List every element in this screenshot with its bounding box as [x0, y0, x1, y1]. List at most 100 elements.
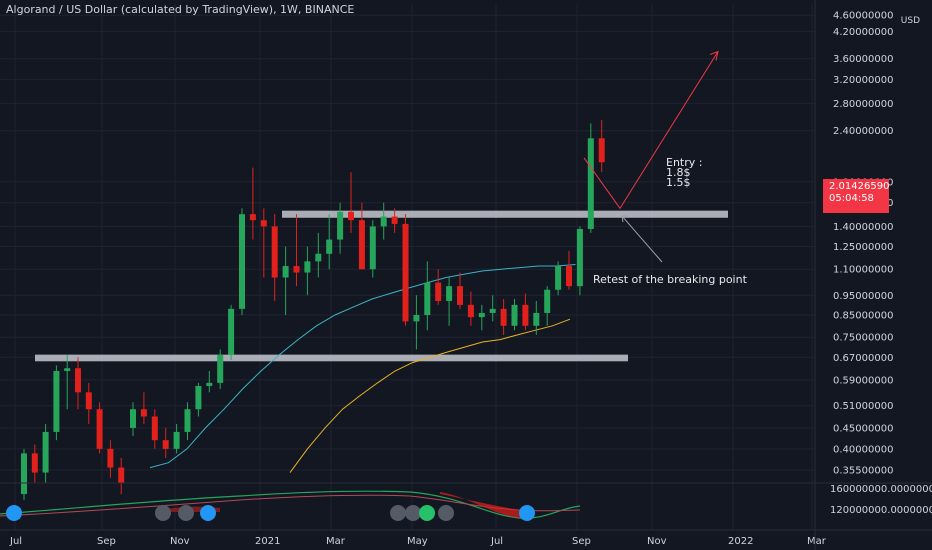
oscillator-signal-dot — [419, 505, 435, 521]
candle-body — [457, 286, 463, 305]
price-tick-label: 4.60000000 — [833, 11, 893, 22]
time-tick-label: May — [407, 536, 428, 547]
bull-candle — [533, 300, 540, 335]
time-tick-label: Mar — [807, 536, 827, 547]
candle-body — [424, 282, 431, 316]
bull-candle — [511, 299, 518, 331]
price-projection-arrow[interactable] — [583, 50, 719, 263]
price-tick-label: 0.95000000 — [833, 291, 893, 302]
candle-body — [64, 368, 71, 372]
bull-candle — [380, 202, 387, 240]
candle-body — [239, 214, 245, 309]
candle-body — [96, 409, 103, 449]
candle-body — [555, 266, 562, 290]
time-tick-label: 2021 — [255, 536, 280, 547]
bull-candle — [21, 448, 27, 500]
projection-arrowhead — [709, 50, 719, 61]
oscillator-fill — [440, 492, 520, 518]
candle-body — [118, 467, 125, 483]
oscillator-signal-dot — [390, 505, 406, 521]
bull-candle — [184, 402, 191, 441]
bull-candle — [446, 277, 453, 326]
time-tick-label: Mar — [326, 536, 346, 547]
bull-candle — [304, 246, 311, 296]
bear-candle — [358, 202, 365, 270]
candle-body — [358, 220, 365, 270]
bull-candle — [489, 295, 496, 322]
bear-candle — [391, 208, 398, 233]
bull-candle — [424, 261, 431, 331]
oscillator-tick-label: 160000000.00000000 — [830, 484, 932, 495]
candle-body — [587, 138, 594, 229]
bear-candle — [522, 293, 529, 331]
candle-body — [413, 315, 420, 322]
time-tick-label: 2022 — [728, 536, 753, 547]
bear-candle — [31, 444, 38, 483]
candle-body — [566, 266, 572, 287]
oscillator-signal-dot — [405, 505, 421, 521]
bear-candle — [260, 208, 267, 278]
candle-body — [522, 304, 529, 326]
bear-candle — [271, 214, 278, 301]
price-tick-label: 0.40000000 — [833, 444, 893, 455]
bull-candle — [576, 226, 583, 296]
oscillator-signal-dot — [178, 505, 194, 521]
moving-averages — [149, 264, 576, 473]
price-tick-label: 0.45000000 — [833, 423, 893, 434]
candle-body — [598, 138, 605, 163]
currency-label: USD — [900, 16, 920, 26]
price-tick-label: 1.25000000 — [833, 242, 893, 253]
candle-body — [228, 308, 235, 355]
bear-candle — [162, 427, 169, 458]
candle-body — [21, 453, 27, 495]
time-tick-label: Sep — [572, 536, 591, 547]
bear-candle — [467, 291, 474, 326]
bull-candle — [64, 354, 71, 410]
bear-candle — [249, 167, 256, 240]
bull-candle — [53, 365, 60, 441]
candle-body — [249, 214, 256, 221]
price-tick-label: 3.60000000 — [833, 54, 893, 65]
candle-body — [380, 216, 387, 227]
candle-body — [544, 289, 551, 313]
candle-body — [478, 312, 485, 318]
price-tick-label: 0.51000000 — [833, 401, 893, 412]
candle-body — [500, 308, 507, 326]
candle-body — [293, 266, 300, 273]
bull-candle — [173, 424, 180, 454]
candle-body — [326, 239, 333, 254]
entry-level-2: 1.5$ — [666, 176, 691, 189]
candle-body — [31, 453, 38, 473]
candle-body — [489, 308, 496, 313]
bear-candle — [598, 119, 605, 173]
bull-candle — [239, 208, 245, 316]
bear-candle — [566, 250, 572, 290]
candlestick-series — [21, 119, 605, 500]
price-tick-label: 0.67000000 — [833, 353, 893, 364]
price-tick-label: 0.35500000 — [833, 466, 893, 477]
bear-candle — [402, 214, 409, 326]
bear-candle — [151, 409, 158, 449]
time-tick-label: Sep — [97, 536, 116, 547]
bear-candle — [140, 392, 147, 425]
oscillator-pane — [0, 490, 581, 521]
support-resistance-zones[interactable] — [35, 210, 728, 362]
bear-candle — [75, 357, 81, 410]
bull-candle — [130, 402, 136, 437]
projection-path — [583, 51, 719, 210]
bear-candle — [500, 299, 507, 335]
retest-pointer-head — [621, 215, 628, 223]
candle-body — [271, 226, 278, 278]
time-tick-label: Nov — [170, 536, 190, 547]
candle-body — [53, 371, 60, 432]
candle-body — [446, 286, 453, 301]
oscillator-signal-line — [0, 490, 581, 519]
bull-candle — [478, 304, 485, 331]
candle-body — [282, 266, 289, 278]
bear-candle — [118, 457, 125, 495]
entry-title: Entry : — [666, 156, 703, 169]
oscillator-tick-label: 120000000.00000000 — [830, 505, 932, 516]
price-tick-label: 0.85000000 — [833, 311, 893, 322]
oscillator-signal-dot — [200, 505, 216, 521]
